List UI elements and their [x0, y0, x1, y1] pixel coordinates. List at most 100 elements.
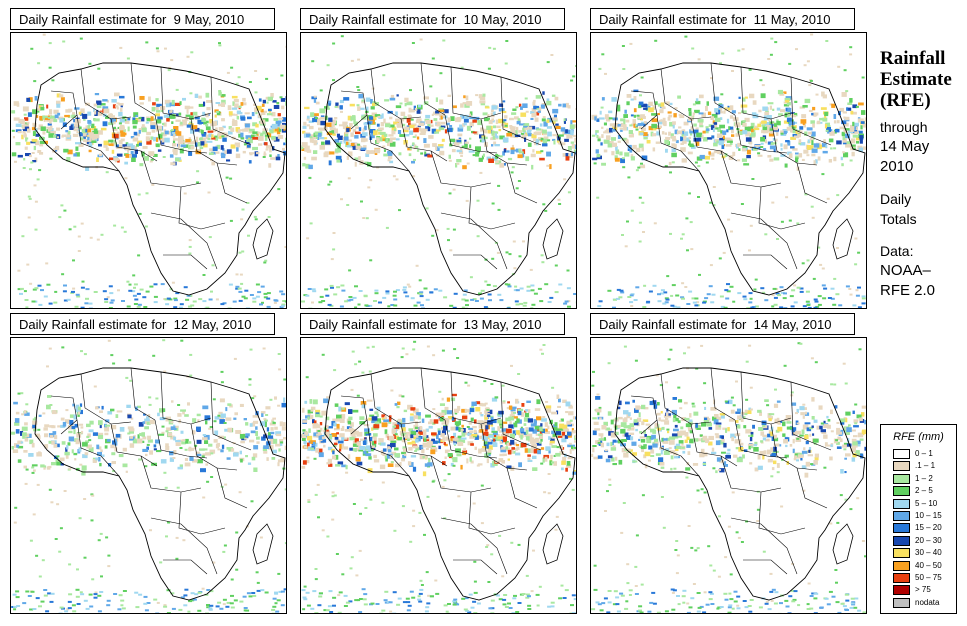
- country-border: [743, 559, 788, 575]
- country-border: [216, 162, 248, 204]
- country-border: [720, 455, 782, 493]
- legend-swatch: [893, 473, 910, 484]
- data-label: Data:: [880, 243, 914, 259]
- rainfall-cells: [301, 340, 576, 613]
- country-border: [50, 90, 78, 130]
- country-border: [630, 90, 658, 130]
- country-border: [190, 118, 238, 166]
- legend-label: 30 – 40: [915, 548, 942, 558]
- madagascar-outline: [832, 218, 854, 260]
- map-svg: [301, 35, 576, 308]
- country-border: [796, 162, 828, 204]
- coastline: [34, 62, 286, 296]
- rfe-legend: RFE (mm) 0 – 1 .1 – 1 1 – 2 2 – 5 5 – 10 10 –…: [880, 424, 957, 614]
- map-svg: [591, 33, 866, 308]
- country-border: [370, 68, 422, 120]
- country-border: [444, 419, 498, 459]
- country-border: [50, 395, 78, 435]
- country-border: [130, 367, 156, 421]
- legend-title: RFE (mm): [893, 431, 944, 443]
- country-border: [130, 62, 156, 116]
- side-title-line: Rainfall: [880, 48, 946, 69]
- country-border: [734, 114, 788, 154]
- country-border: [790, 76, 832, 146]
- legend-label: nodata: [915, 597, 940, 607]
- country-border: [500, 76, 542, 146]
- legend-swatch: [893, 498, 910, 509]
- country-border: [150, 212, 218, 270]
- country-border: [740, 66, 792, 120]
- legend-label: 2 – 5: [915, 486, 933, 496]
- country-border: [770, 423, 818, 471]
- country-border: [110, 118, 158, 162]
- country-border: [340, 395, 368, 435]
- daily-label: Daily: [880, 191, 912, 207]
- country-border: [76, 419, 120, 477]
- country-border: [453, 254, 498, 270]
- source-line: RFE 2.0: [880, 282, 936, 299]
- coastline: [34, 367, 286, 601]
- panel-title: Daily Rainfall estimate for 14 May, 2010: [590, 313, 855, 335]
- legend-label: .1 – 1: [915, 461, 936, 471]
- madagascar-outline: [542, 523, 564, 565]
- country-border: [690, 118, 738, 162]
- country-border: [734, 419, 788, 459]
- africa-rainfall-map: [10, 337, 287, 614]
- country-border: [480, 118, 528, 166]
- country-border: [140, 150, 202, 188]
- map-svg: [11, 33, 286, 308]
- country-border: [660, 68, 712, 120]
- country-border: [710, 367, 736, 421]
- legend-label: 20 – 30: [915, 535, 942, 545]
- country-border: [758, 491, 806, 535]
- legend-swatch: [893, 511, 910, 521]
- legend-swatch: [893, 523, 910, 534]
- legend-swatch: [893, 535, 910, 546]
- country-border: [506, 162, 538, 204]
- legend-label: 5 – 10: [915, 498, 938, 508]
- side-description: Rainfall Estimate (RFE) through 14 May 2…: [880, 48, 965, 301]
- africa-rainfall-map: [590, 32, 867, 309]
- country-border: [730, 212, 798, 270]
- africa-rainfall-map: [300, 32, 577, 309]
- africa-rainfall-map: [300, 337, 577, 614]
- country-border: [80, 68, 132, 120]
- country-border: [500, 381, 542, 451]
- legend-swatch: [893, 585, 910, 596]
- country-border: [420, 367, 446, 421]
- legend-swatch: [893, 560, 910, 571]
- panel-title: Daily Rainfall estimate for 10 May, 2010: [300, 8, 565, 30]
- date-line: 2010: [880, 158, 914, 175]
- rainfall-cells: [11, 339, 286, 613]
- panel-may-09: Daily Rainfall estimate for 9 May, 2010: [10, 8, 287, 309]
- country-border: [743, 254, 788, 270]
- country-border: [468, 491, 516, 535]
- country-border: [740, 371, 792, 425]
- country-border: [178, 186, 226, 230]
- country-border: [770, 118, 818, 166]
- country-border: [444, 114, 498, 154]
- country-border: [340, 90, 368, 130]
- country-border: [758, 186, 806, 230]
- panel-may-11: Daily Rainfall estimate for 11 May, 2010: [590, 8, 867, 309]
- country-border: [154, 114, 208, 154]
- africa-rainfall-map: [590, 337, 867, 614]
- country-border: [790, 381, 832, 451]
- country-border: [796, 467, 828, 509]
- country-border: [370, 373, 422, 425]
- country-border: [163, 559, 208, 575]
- rainfall-cells: [301, 35, 576, 308]
- country-border: [216, 467, 248, 509]
- country-border: [450, 66, 502, 120]
- coastline: [614, 367, 866, 601]
- totals-label: Totals: [880, 211, 917, 227]
- panel-title: Daily Rainfall estimate for 11 May, 2010: [590, 8, 855, 30]
- legend-label: 1 – 2: [915, 473, 933, 483]
- map-svg: [11, 339, 286, 613]
- country-border: [630, 395, 658, 435]
- country-border: [366, 114, 410, 172]
- country-border: [110, 423, 158, 467]
- side-title-line: (RFE): [880, 90, 931, 111]
- country-border: [440, 517, 508, 575]
- legend-label: 40 – 50: [915, 560, 942, 570]
